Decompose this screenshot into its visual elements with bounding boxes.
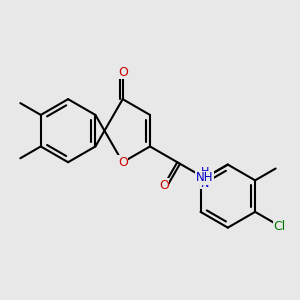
- Text: O: O: [118, 66, 128, 79]
- Text: Cl: Cl: [274, 220, 286, 232]
- Text: NH: NH: [196, 172, 213, 184]
- Text: O: O: [118, 156, 128, 169]
- Text: H
N: H N: [200, 167, 209, 189]
- Text: O: O: [159, 179, 169, 192]
